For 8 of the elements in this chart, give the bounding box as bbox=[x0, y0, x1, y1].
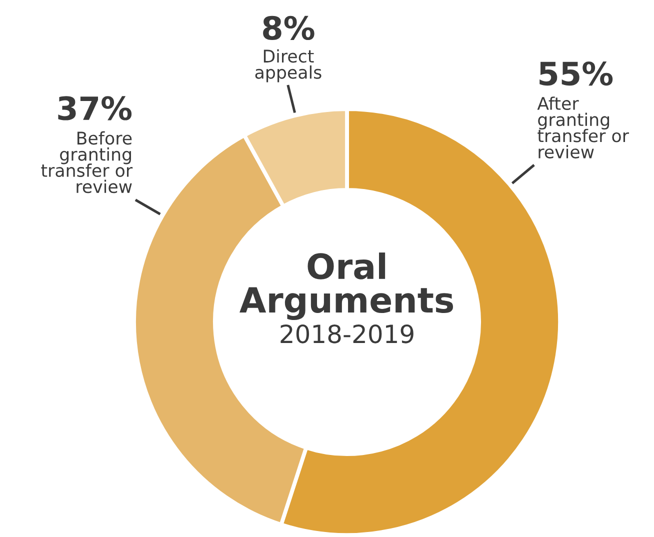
text: 2018-2019 bbox=[280, 324, 414, 344]
data-label: 55% bbox=[540, 61, 613, 86]
data-label: 37% bbox=[58, 96, 132, 120]
slice-label: Direct appeals bbox=[255, 49, 322, 82]
data-label: 8% bbox=[263, 16, 314, 40]
text: Oral Arguments bbox=[240, 252, 453, 320]
slice-label: After granting transfer or review bbox=[537, 96, 629, 158]
slice-label: Before granting transfer or review bbox=[41, 131, 133, 194]
